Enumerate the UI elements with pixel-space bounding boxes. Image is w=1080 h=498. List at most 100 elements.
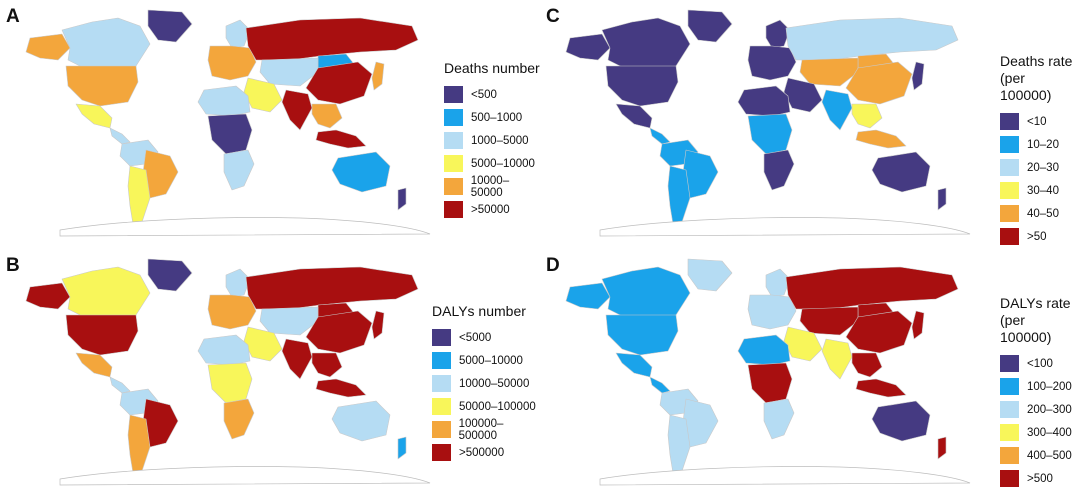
legend-item: 200–300 (1000, 398, 1080, 421)
region-greenland (687, 9, 733, 43)
legend-item: >50000 (444, 198, 540, 221)
legend-item: 5000–10000 (432, 349, 540, 372)
legend-label: <500 (471, 88, 497, 101)
region-africa-south (223, 398, 255, 440)
region-antarctica (59, 217, 431, 237)
legend-swatch (1000, 228, 1019, 245)
region-new-zealand (937, 187, 947, 211)
panel-d: D DALYs rate (per 100000) <100 100–200 200… (540, 249, 1080, 498)
legend-label: 50000–100000 (459, 400, 536, 413)
region-new-zealand (397, 187, 407, 211)
region-india (281, 338, 313, 380)
region-scandinavia (765, 268, 791, 298)
region-scandinavia (225, 19, 251, 49)
legend-label: 5000–10000 (471, 157, 535, 170)
legend-item: 20–30 (1000, 156, 1080, 179)
legend-swatch (444, 201, 463, 218)
legend-swatch (1000, 205, 1019, 222)
region-africa-north (197, 85, 251, 117)
region-canada (601, 17, 691, 71)
region-china (305, 61, 373, 105)
region-japan (911, 310, 925, 340)
region-middle-east (243, 326, 283, 362)
panel-letter: D (546, 255, 560, 276)
legend-swatch (432, 329, 451, 346)
region-alaska (565, 33, 611, 61)
legend-swatch (1000, 355, 1019, 372)
region-india (281, 89, 313, 131)
legend-item: 1000–5000 (444, 129, 540, 152)
legend: Deaths number <500 500–1000 1000–5000 5000–… (444, 60, 540, 221)
legend-title: Deaths number (444, 60, 540, 76)
legend: Deaths rate (per 100000) <10 10–20 20–30 30… (1000, 53, 1080, 248)
legend-item: 50000–100000 (432, 395, 540, 418)
region-middle-east (783, 77, 823, 113)
legend-item: 300–400 (1000, 421, 1080, 444)
legend-swatch (1000, 182, 1019, 199)
region-south-america-south (667, 165, 691, 231)
region-new-zealand (937, 436, 947, 460)
legend-label: 40–50 (1027, 207, 1059, 220)
legend-label: 10000–50000 (459, 377, 530, 390)
region-india (821, 89, 853, 131)
legend-swatch (1000, 424, 1019, 441)
region-alaska (25, 282, 71, 310)
legend-swatch (444, 86, 463, 103)
legend-label: >500000 (459, 446, 505, 459)
region-usa (65, 65, 139, 107)
region-southeast-asia (311, 103, 343, 129)
region-scandinavia (765, 19, 791, 49)
region-middle-east (243, 77, 283, 113)
region-russia (245, 266, 419, 310)
legend-item: 10000–50000 (444, 174, 540, 199)
panel-b: B DALYs number <5000 5000–10000 10000–5000… (0, 249, 540, 498)
legend-label: 200–300 (1027, 403, 1072, 416)
region-new-zealand (397, 436, 407, 460)
legend-swatch (1000, 447, 1019, 464)
region-australia (331, 400, 391, 442)
region-africa-north (737, 85, 791, 117)
region-greenland (687, 258, 733, 292)
panel-letter: B (6, 255, 20, 276)
region-central-asia (799, 57, 859, 87)
region-china (845, 61, 913, 105)
legend-swatch (1000, 401, 1019, 418)
region-africa-north (197, 334, 251, 366)
legend-label: 20–30 (1027, 161, 1059, 174)
region-africa-south (223, 149, 255, 191)
region-mexico (615, 103, 653, 129)
legend-item: 30–40 (1000, 179, 1080, 202)
region-japan (911, 61, 925, 91)
region-russia (785, 266, 959, 310)
panel-a: A Deaths number <500 500–1000 1000–5000 500… (0, 0, 540, 249)
region-europe (207, 45, 257, 81)
legend-swatch (432, 352, 451, 369)
legend-item: 500–1000 (444, 106, 540, 129)
region-southeast-asia (311, 352, 343, 378)
legend-label: 500–1000 (471, 111, 523, 124)
region-russia (245, 17, 419, 61)
region-russia (785, 17, 959, 61)
region-usa (65, 314, 139, 356)
legend-label: 300–400 (1027, 426, 1072, 439)
region-india (821, 338, 853, 380)
legend-label: <10 (1027, 115, 1047, 128)
legend-label: 400–500 (1027, 449, 1072, 462)
region-usa (605, 314, 679, 356)
legend-item: >500 (1000, 467, 1080, 490)
region-europe (207, 294, 257, 330)
legend-swatch (444, 109, 463, 126)
region-mexico (75, 352, 113, 378)
region-alaska (25, 33, 71, 61)
legend-swatch (432, 421, 451, 438)
legend-label: 100–200 (1027, 380, 1072, 393)
region-antarctica (599, 466, 971, 486)
region-japan (371, 310, 385, 340)
region-central-america (649, 376, 671, 394)
legend-label: <5000 (459, 331, 492, 344)
region-mexico (615, 352, 653, 378)
region-central-america (649, 127, 671, 145)
legend-label: 100000–500000 (458, 417, 504, 442)
legend-label: 30–40 (1027, 184, 1059, 197)
legend-label: 10000–50000 (470, 174, 510, 199)
